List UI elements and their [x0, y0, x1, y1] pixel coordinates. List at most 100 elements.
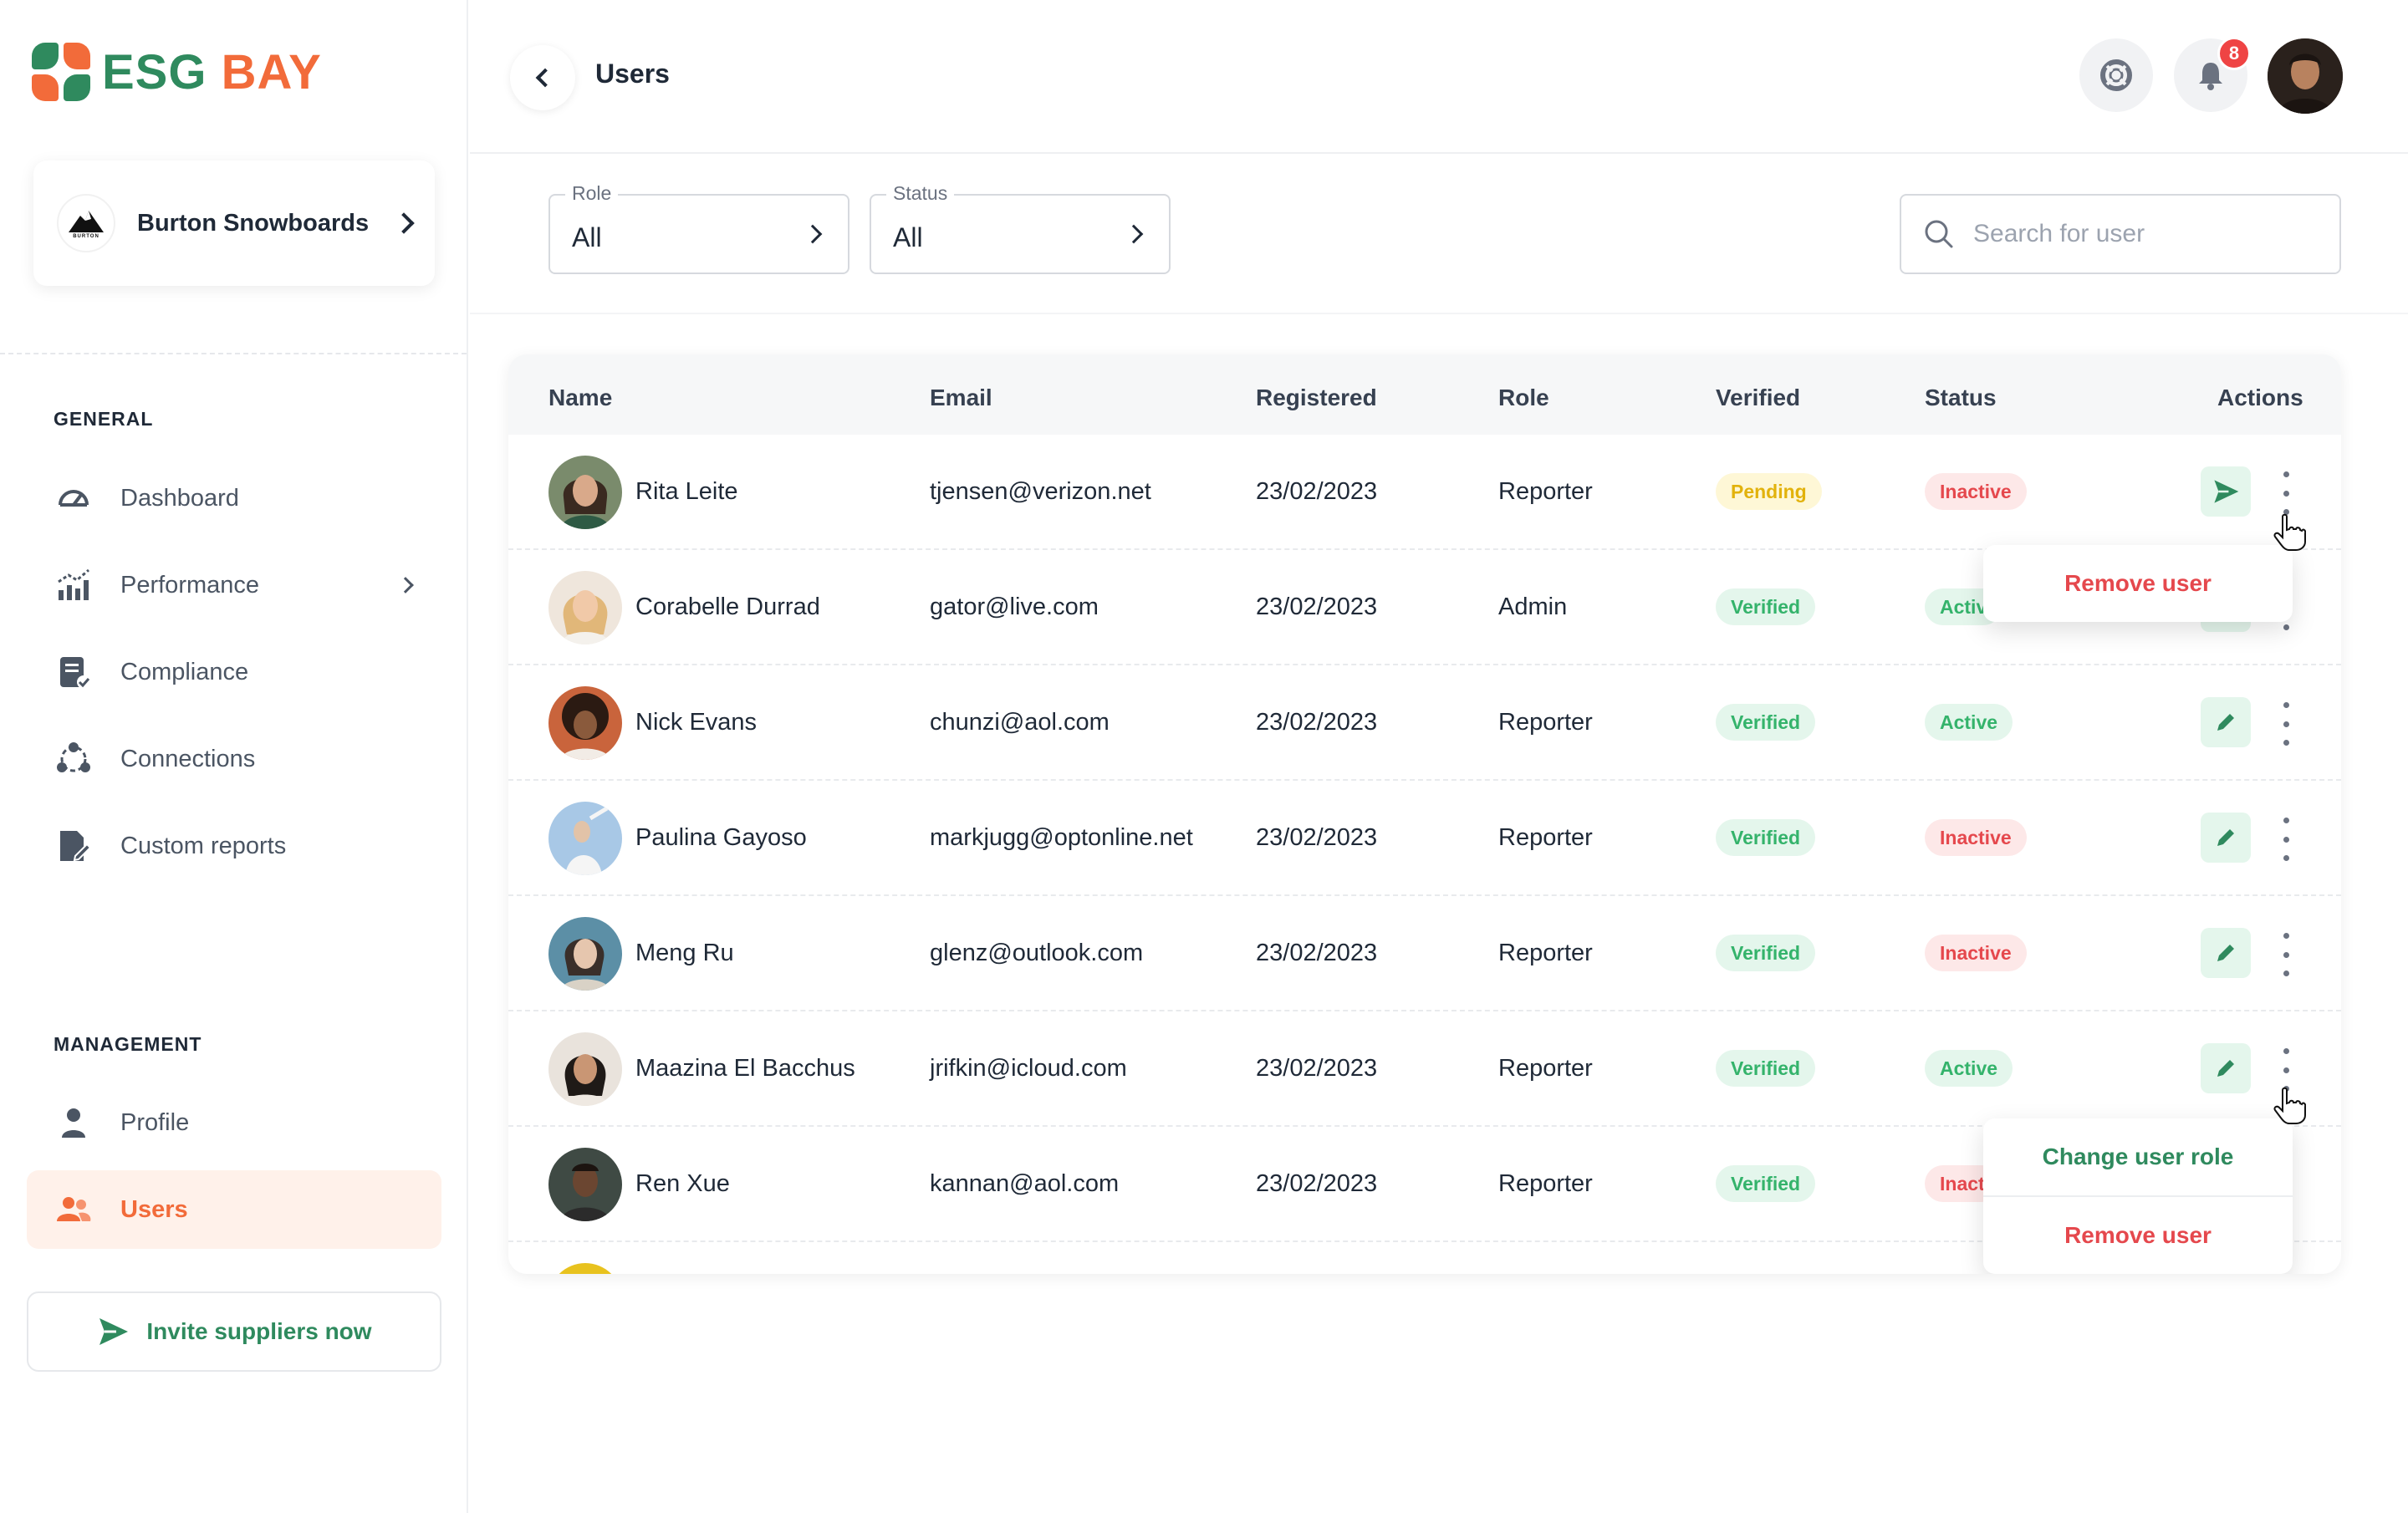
search-input[interactable]: [1973, 220, 2308, 248]
user-role: Reporter: [1498, 940, 1593, 966]
user-registered-date: 23/02/2023: [1256, 824, 1378, 851]
search-box[interactable]: [1900, 194, 2341, 274]
user-name: Paulina Gayoso: [635, 824, 807, 851]
verified-badge: Verified: [1716, 704, 1816, 741]
table-row[interactable]: Meng Ru glenz@outlook.com 23/02/2023 Rep…: [508, 896, 2341, 1011]
status-filter-select[interactable]: Status All: [870, 182, 1171, 274]
table-row[interactable]: Maazina El Bacchus jrifkin@icloud.com 23…: [508, 1011, 2341, 1127]
resend-invite-button[interactable]: [2201, 466, 2251, 517]
send-icon: [2214, 480, 2239, 503]
more-options-icon[interactable]: [2276, 702, 2296, 746]
pencil-icon: [2217, 945, 2234, 961]
lifebuoy-icon: [2100, 59, 2132, 91]
user-registered-date: 23/02/2023: [1256, 478, 1378, 505]
user-role: Reporter: [1498, 824, 1593, 851]
help-button[interactable]: [2079, 38, 2153, 112]
pencil-icon: [2217, 1060, 2234, 1077]
more-options-icon[interactable]: [2276, 933, 2296, 976]
sidebar-item-label: Users: [120, 1195, 188, 1223]
user-registered-date: 23/02/2023: [1256, 1055, 1378, 1082]
verified-badge: Verified: [1716, 819, 1816, 856]
chevron-right-icon: [1124, 224, 1144, 244]
search-icon: [1925, 220, 1953, 248]
role-filter-select[interactable]: Role All: [548, 182, 849, 274]
sidebar-item-label: Connections: [120, 745, 256, 772]
more-options-icon[interactable]: [2276, 1048, 2296, 1092]
sidebar-item-performance[interactable]: Performance: [27, 546, 441, 624]
edit-user-button[interactable]: [2201, 928, 2251, 978]
table-row[interactable]: Rita Leite tjensen@verizon.net 23/02/202…: [508, 435, 2341, 550]
table-row[interactable]: Nick Evans chunzi@aol.com 23/02/2023 Rep…: [508, 665, 2341, 781]
table-row-partial: [508, 1242, 2341, 1274]
sidebar-item-compliance[interactable]: Compliance: [27, 633, 441, 711]
column-header-registered[interactable]: Registered: [1256, 385, 1377, 410]
sidebar-divider: [0, 353, 467, 354]
change-user-role-menu-item[interactable]: Change user role: [2042, 1144, 2234, 1169]
chevron-right-icon: [393, 212, 415, 234]
notifications-button[interactable]: 8: [2174, 37, 2251, 112]
organization-switcher[interactable]: BURTON Burton Snowboards: [33, 160, 435, 286]
user-name: Corabelle Durrad: [635, 593, 820, 620]
status-badge: Inactive: [1925, 473, 2027, 510]
brand-logo[interactable]: ESG BAY: [32, 42, 322, 102]
user-email: chunzi@aol.com: [930, 709, 1110, 736]
user-role: Admin: [1498, 593, 1568, 620]
table-row[interactable]: Paulina Gayoso markjugg@optonline.net 23…: [508, 781, 2341, 896]
menu-divider: [1983, 1195, 2293, 1197]
column-header-role[interactable]: Role: [1498, 385, 1549, 410]
user-avatar: [548, 686, 622, 760]
user-registered-date: 23/02/2023: [1256, 593, 1378, 620]
sidebar-item-label: Profile: [120, 1108, 190, 1136]
edit-user-button[interactable]: [2201, 1043, 2251, 1093]
edit-user-button[interactable]: [2201, 813, 2251, 863]
user-name: Ren Xue: [635, 1170, 730, 1197]
column-header-status[interactable]: Status: [1925, 385, 1997, 410]
sidebar-item-custom-reports[interactable]: Custom reports: [27, 807, 441, 885]
brand-name-part2: BAY: [221, 44, 322, 99]
user-email: jrifkin@icloud.com: [930, 1055, 1127, 1082]
sidebar-item-label: Dashboard: [120, 484, 239, 512]
sidebar-item-profile[interactable]: Profile: [27, 1083, 441, 1162]
verified-badge: Verified: [1716, 1165, 1816, 1202]
user-avatar: [548, 456, 622, 529]
column-header-actions: Actions: [2217, 385, 2303, 410]
send-icon: [99, 1318, 129, 1345]
table-row[interactable]: Ren Xue kannan@aol.com 23/02/2023 Report…: [508, 1127, 2341, 1242]
users-icon: [54, 1190, 94, 1230]
status-badge: Inactive: [1925, 935, 2027, 971]
sidebar-item-label: Compliance: [120, 658, 249, 685]
user-role: Reporter: [1498, 709, 1593, 736]
document-check-icon: [54, 652, 94, 692]
sidebar-item-connections[interactable]: Connections: [27, 720, 441, 798]
status-badge: Active: [1925, 704, 2013, 741]
more-options-icon[interactable]: [2276, 818, 2296, 861]
user-email: tjensen@verizon.net: [930, 478, 1151, 505]
role-filter-label: Role: [565, 182, 619, 205]
user-name: Maazina El Bacchus: [635, 1055, 855, 1082]
column-header-verified[interactable]: Verified: [1716, 385, 1801, 410]
bell-icon: [2199, 63, 2222, 90]
remove-user-menu-item[interactable]: Remove user: [2064, 570, 2212, 596]
sidebar-item-dashboard[interactable]: Dashboard: [27, 459, 441, 537]
chevron-right-icon: [803, 224, 823, 244]
back-button[interactable]: [510, 45, 575, 110]
remove-user-menu-item[interactable]: Remove user: [2064, 1222, 2212, 1248]
user-avatar[interactable]: [2268, 38, 2343, 114]
edit-user-button[interactable]: [2201, 697, 2251, 747]
org-logo: BURTON: [57, 194, 115, 252]
column-header-name[interactable]: Name: [548, 385, 613, 410]
chevron-left-icon: [535, 68, 555, 88]
row-actions-menu: Remove user: [1983, 545, 2293, 622]
column-header-email[interactable]: Email: [930, 385, 992, 410]
verified-badge: Verified: [1716, 588, 1816, 625]
sidebar-item-label: Performance: [120, 571, 260, 599]
top-header: Users 8: [470, 0, 2408, 154]
row-actions-menu: Change user role Remove user: [1983, 1118, 2293, 1274]
invite-suppliers-button[interactable]: Invite suppliers now: [27, 1291, 441, 1372]
status-filter-value: All: [893, 222, 923, 252]
user-role: Reporter: [1498, 1170, 1593, 1197]
more-options-icon[interactable]: [2276, 471, 2296, 515]
file-edit-icon: [54, 826, 94, 866]
hand-cursor-icon: [2273, 513, 2306, 551]
sidebar-item-users[interactable]: Users: [27, 1170, 441, 1249]
